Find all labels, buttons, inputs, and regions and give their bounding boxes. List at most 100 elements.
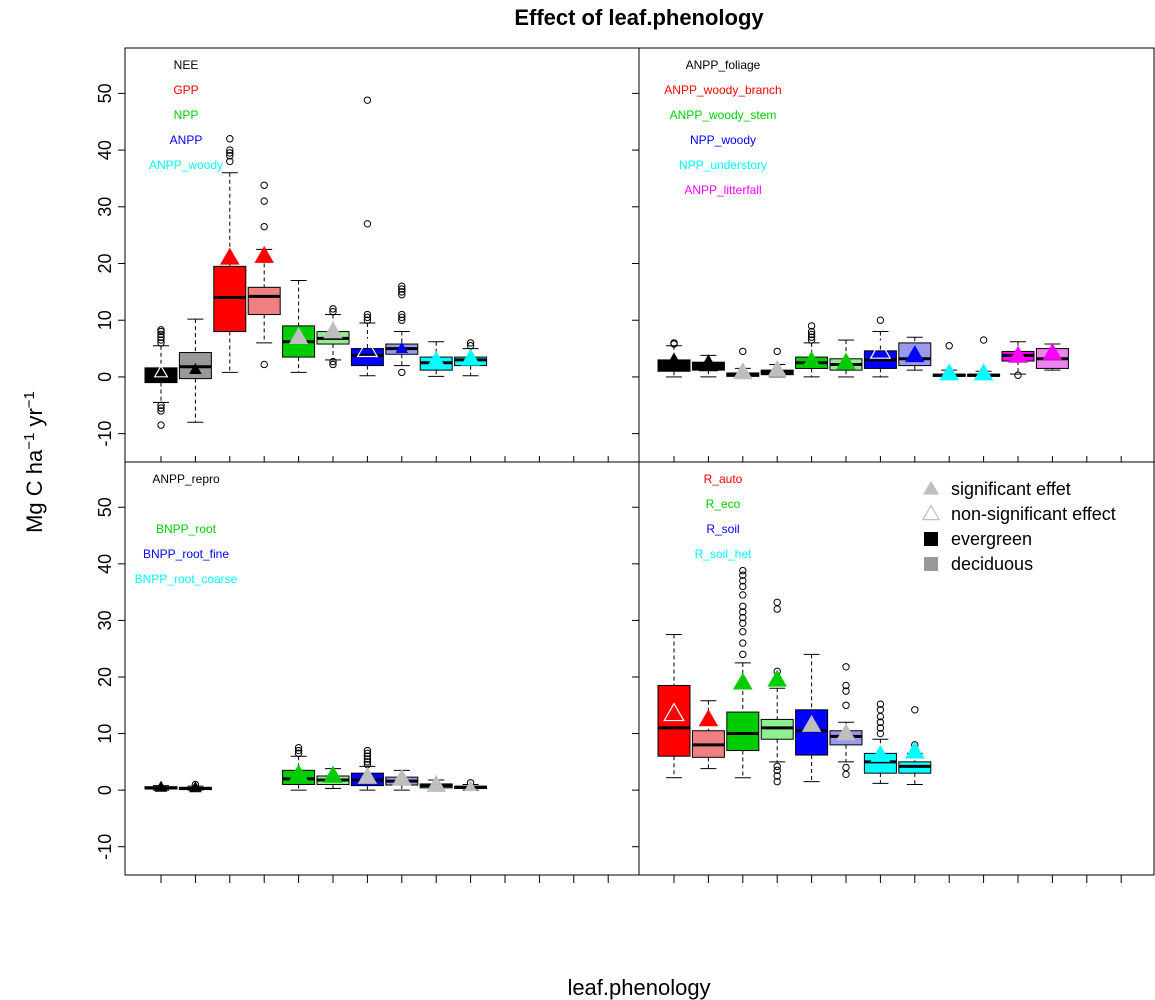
box-BNPP_root-deciduous	[316, 765, 350, 789]
mean-triangle	[288, 764, 309, 782]
mean-triangle	[801, 714, 822, 732]
panel-top-right: ANPP_foliage ANPP_woody_branch ANPP_woody_…	[657, 58, 1069, 381]
chart-title: Effect of leaf.phenology	[514, 5, 764, 30]
outlier-point	[773, 605, 781, 613]
outlier-point	[226, 152, 234, 160]
panel-bottom-right: R_auto R_eco R_soil R_soil_het	[657, 472, 932, 786]
outlier-point	[876, 706, 885, 714]
outlier-point	[398, 313, 406, 322]
legend-label: deciduous	[951, 554, 1033, 574]
outlier-point	[363, 758, 372, 766]
variable-label: ANPP_woody_stem	[670, 108, 777, 122]
mean-triangle	[767, 669, 787, 687]
outlier-point	[842, 681, 850, 690]
variable-label: R_soil	[706, 522, 739, 536]
outlier-point	[363, 313, 372, 322]
x-axis-label: leaf.phenology	[567, 975, 710, 1000]
box-NPP_understory-deciduous	[967, 336, 1001, 381]
y-tick-label: 0	[95, 372, 115, 382]
mean-triangle	[905, 345, 925, 363]
legend-triangle-open-icon	[921, 504, 941, 521]
outlier-point	[979, 336, 988, 344]
box-ANPP_foliage-deciduous	[691, 354, 725, 378]
box-body	[144, 367, 178, 384]
variable-label: NPP_understory	[679, 158, 767, 172]
mean-triangle	[939, 363, 959, 381]
variable-label: ANPP_foliage	[686, 58, 761, 72]
mean-triangle	[663, 702, 685, 722]
outlier-point	[876, 724, 885, 732]
outlier-point	[876, 316, 885, 324]
mean-triangle	[189, 362, 202, 374]
legend-entry: significant effet	[922, 479, 1071, 499]
y-tick-label: 20	[95, 253, 115, 273]
box-ANPP_woody-deciduous	[454, 339, 488, 377]
box-GPP-evergreen	[213, 135, 247, 373]
y-tick-label: 50	[95, 83, 115, 103]
y-tick-label: -10	[95, 421, 115, 447]
legend-triangle-filled-icon	[922, 480, 940, 495]
box-ANPP_litterfall-evergreen	[1001, 341, 1035, 379]
box-NPP_understory-evergreen	[932, 342, 966, 381]
outlier-point	[157, 404, 165, 412]
box-ANPP_litterfall-deciduous	[1035, 342, 1069, 371]
variable-label: R_eco	[706, 497, 741, 511]
variable-label: GPP	[173, 83, 198, 97]
outlier-point	[807, 330, 816, 339]
variable-label: ANPP_litterfall	[684, 183, 761, 197]
outlier-point	[329, 360, 337, 369]
outlier-point	[157, 401, 165, 409]
outlier-point	[773, 347, 781, 356]
mean-triangle	[733, 362, 753, 380]
outlier-point	[226, 157, 234, 166]
outlier-point	[398, 288, 406, 296]
variable-label: BNPP_root_fine	[143, 547, 229, 561]
variable-label: NPP	[174, 108, 199, 122]
outlier-point	[876, 718, 885, 726]
outlier-point	[363, 746, 372, 755]
legend-entry: deciduous	[924, 554, 1033, 574]
box-BNPP_root_fine-deciduous	[385, 768, 419, 791]
box-NPP_woody-deciduous	[898, 336, 932, 371]
outlier-point	[842, 663, 850, 671]
outlier-point	[773, 772, 781, 780]
outlier-point	[398, 316, 406, 324]
outlier-point	[739, 566, 747, 575]
outlier-point	[739, 582, 747, 591]
variable-label: ANPP	[170, 133, 203, 147]
legend-square-icon	[924, 532, 938, 546]
outlier-point	[807, 327, 816, 336]
outlier-point	[739, 608, 747, 616]
box-NPP_woody-evergreen	[863, 316, 897, 378]
y-tick-label: 30	[95, 197, 115, 217]
box-ANPP_foliage-evergreen	[657, 339, 691, 378]
variable-label: ANPP_woody	[149, 158, 223, 172]
y-tick-label: 10	[95, 724, 115, 744]
box-NEE-deciduous	[178, 318, 212, 423]
mean-triangle	[801, 350, 822, 368]
outlier-point	[739, 619, 747, 627]
box-BNPP_root_coarse-evergreen	[419, 774, 453, 792]
outlier-point	[739, 571, 747, 579]
variable-label: R_soil_het	[695, 547, 752, 561]
panels-layer: -10 0 10 20 30 40 50 -10 0 10 20 30 40 50 NEE GPP NPP ANP…	[95, 47, 1155, 883]
legend-entry: evergreen	[924, 529, 1032, 549]
outlier-point	[739, 613, 747, 622]
mean-triangle	[973, 363, 994, 381]
mean-triangle	[357, 766, 378, 784]
mean-triangle	[767, 359, 787, 377]
outlier-point	[876, 700, 885, 708]
mean-triangle	[288, 327, 309, 345]
outlier-point	[157, 339, 165, 347]
variable-label: ANPP_woody_branch	[664, 83, 781, 97]
y-tick-label: 40	[95, 554, 115, 574]
box-NPP-deciduous	[316, 305, 350, 369]
legend-label: significant effet	[951, 479, 1071, 499]
outlier-point	[945, 342, 953, 350]
y-tick-label: 40	[95, 140, 115, 160]
variable-label: NPP_woody	[690, 133, 756, 147]
outlier-point	[157, 333, 165, 341]
mean-triangle	[426, 350, 446, 368]
outlier-point	[260, 360, 268, 369]
